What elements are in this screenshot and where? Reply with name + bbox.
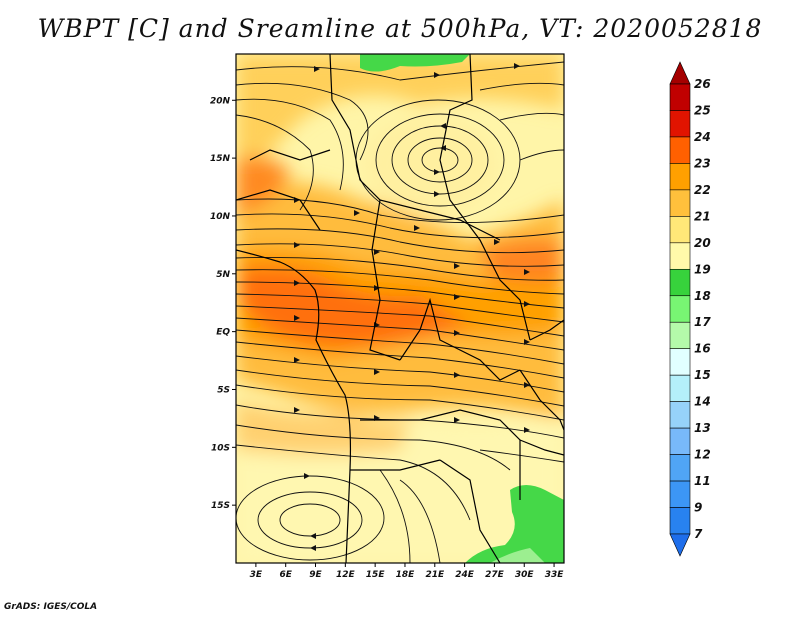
colorbar-segment <box>669 454 691 482</box>
colorbar-segment <box>669 374 691 402</box>
colorbar-segment <box>669 216 691 244</box>
colorbar-segment <box>669 348 691 376</box>
colorbar-label: 21 <box>694 209 711 223</box>
colorbar-segment <box>669 136 691 164</box>
wbpt-shading <box>236 54 564 563</box>
lon-tick-label: 15E <box>366 570 386 580</box>
lat-tick-label: 20N <box>210 96 231 106</box>
colorbar-label: 24 <box>694 130 711 144</box>
lon-tick-label: 18E <box>396 570 416 580</box>
lon-tick-label: 21E <box>425 570 445 580</box>
lon-tick-label: 9E <box>309 570 322 580</box>
colorbar-segment <box>669 268 691 297</box>
country-borders <box>236 54 564 563</box>
colorbar-label: 26 <box>694 77 711 91</box>
lon-tick-label: 6E <box>279 570 292 580</box>
colorbar-segment <box>669 295 691 323</box>
colorbar-segment <box>669 507 691 535</box>
colorbar-segment <box>669 427 691 455</box>
colorbar-label: 12 <box>694 448 711 462</box>
lat-tick-label: 15N <box>210 154 231 164</box>
lat-tick-label: 10S <box>211 443 230 453</box>
colorbar-label: 23 <box>694 156 711 170</box>
lon-tick-label: 3E <box>250 570 263 580</box>
footer-credit: GrADS: IGES/COLA <box>4 602 98 612</box>
colorbar-label: 18 <box>694 289 711 303</box>
colorbar-label: 20 <box>694 236 711 250</box>
latitude-axis: 20N 15N 10N 5N EQ 5S 10S 15S <box>210 96 236 511</box>
colorbar-segment <box>669 189 691 217</box>
longitude-axis: 3E 6E 9E 12E 15E 18E 21E 24E 27E 30E 33E <box>250 563 565 580</box>
lat-tick-label: 15S <box>211 501 230 511</box>
colorbar-bottom-extension <box>669 533 691 557</box>
colorbar-segment <box>669 480 691 508</box>
colorbar-segment <box>669 110 691 138</box>
colorbar-top-extension <box>669 61 691 85</box>
colorbar-segment <box>669 163 691 191</box>
colorbar-segment <box>669 401 691 429</box>
lon-tick-label: 12E <box>336 570 356 580</box>
map-title: WBPT [C] and Sreamline at 500hPa, VT: 20… <box>37 14 763 43</box>
colorbar-label: 16 <box>694 342 711 356</box>
colorbar-label: 7 <box>694 527 703 541</box>
lon-tick-label: 33E <box>545 570 565 580</box>
colorbar: 26 25 24 23 22 21 20 19 18 17 16 15 14 13 12 11 9 7 <box>669 61 711 557</box>
colorbar-label: 19 <box>694 262 711 276</box>
colorbar-label: 14 <box>694 395 711 409</box>
colorbar-label: 17 <box>694 315 711 329</box>
lat-tick-label: 5N <box>216 270 230 280</box>
colorbar-segment <box>669 321 691 350</box>
lon-tick-label: 27E <box>485 570 505 580</box>
colorbar-label: 9 <box>694 501 702 515</box>
lat-tick-label: EQ <box>216 328 230 338</box>
map-frame <box>235 53 565 564</box>
colorbar-label: 11 <box>694 474 711 488</box>
colorbar-segment <box>669 83 691 111</box>
colorbar-label: 13 <box>694 421 711 435</box>
colorbar-label: 15 <box>694 368 711 382</box>
colorbar-segment <box>669 242 691 270</box>
colorbar-label: 22 <box>694 183 711 197</box>
lat-tick-label: 5S <box>217 385 230 395</box>
lon-tick-label: 24E <box>455 570 475 580</box>
lat-tick-label: 10N <box>210 212 231 222</box>
lon-tick-label: 30E <box>515 570 535 580</box>
colorbar-label: 25 <box>694 103 711 117</box>
